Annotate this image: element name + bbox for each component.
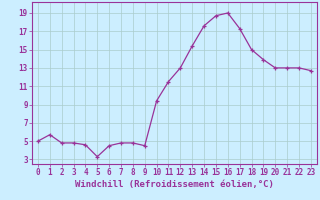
X-axis label: Windchill (Refroidissement éolien,°C): Windchill (Refroidissement éolien,°C) — [75, 180, 274, 189]
